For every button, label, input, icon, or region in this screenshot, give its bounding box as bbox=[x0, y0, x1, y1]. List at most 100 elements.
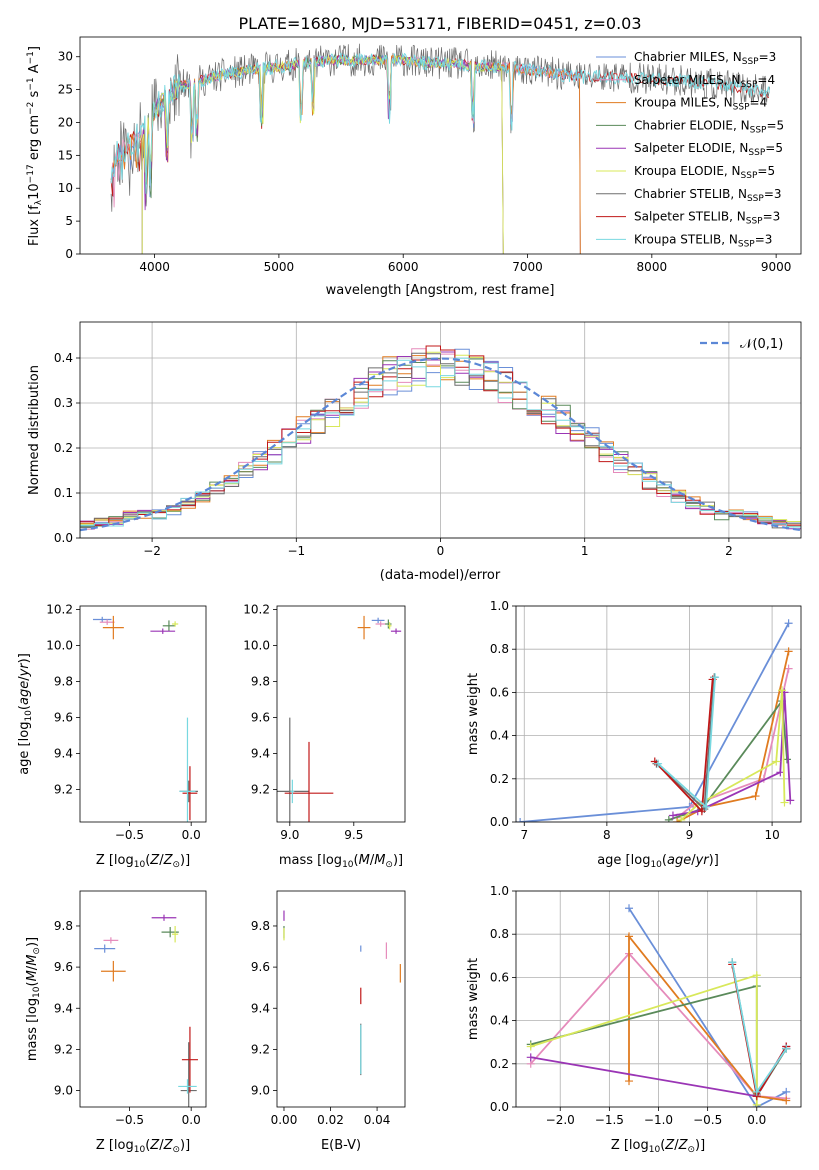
weight-marker bbox=[780, 798, 789, 807]
x-tick-label: 2 bbox=[725, 544, 733, 558]
x-axis-label: E(B-V) bbox=[321, 1138, 361, 1153]
x-tick-label: 0.0 bbox=[182, 828, 201, 842]
y-tick-label: 9.6 bbox=[251, 960, 270, 974]
weight-marker bbox=[786, 796, 795, 805]
x-tick-label: 0.00 bbox=[271, 1113, 298, 1127]
y-tick-label: 0.1 bbox=[54, 486, 73, 500]
weight-marker bbox=[702, 802, 710, 811]
weight-marker bbox=[664, 815, 673, 822]
axes-age_vs_mass: 9.0 9.5 9.2 9.4 9.6 9.8 10.0 10.2 bbox=[243, 603, 406, 842]
y-tick-label: 9.2 bbox=[54, 1042, 73, 1056]
plot-area bbox=[92, 615, 198, 822]
y-tick-label: 0.4 bbox=[54, 351, 73, 365]
weight-marker bbox=[625, 932, 634, 941]
weight-line bbox=[520, 622, 790, 822]
x-tick-label: 0.04 bbox=[364, 1113, 391, 1127]
weight-marker bbox=[625, 904, 634, 913]
x-tick-label: −0.5 bbox=[693, 1113, 722, 1127]
weight-marker bbox=[751, 792, 760, 801]
y-axis-label: mass weight bbox=[466, 958, 481, 1040]
x-tick-label: −1.5 bbox=[595, 1113, 624, 1127]
legend-label: Chabrier MILES, NSSP=3 bbox=[634, 50, 776, 67]
weight-marker bbox=[697, 807, 706, 816]
x-tick-label: 8000 bbox=[637, 260, 668, 274]
x-tick-label: 0.0 bbox=[747, 1113, 766, 1127]
y-tick-label: 1.0 bbox=[490, 884, 509, 898]
y-tick-label: 10 bbox=[58, 181, 73, 195]
x-tick-label: 9.5 bbox=[344, 828, 363, 842]
y-tick-label: 0.2 bbox=[54, 441, 73, 455]
y-tick-label: 0 bbox=[65, 247, 73, 261]
y-tick-label: 9.8 bbox=[251, 675, 270, 689]
x-tick-label: 9000 bbox=[761, 260, 792, 274]
legend-label: Kroupa MILES, NSSP=4 bbox=[634, 96, 767, 113]
weight-marker bbox=[784, 619, 793, 628]
y-tick-label: 25 bbox=[58, 83, 73, 97]
y-axis-label: age [log10(age/yr)] bbox=[17, 653, 34, 775]
y-tick-label: 9.6 bbox=[251, 711, 270, 725]
y-tick-label: 9.0 bbox=[251, 1084, 270, 1098]
y-tick-label: 1.0 bbox=[490, 599, 509, 613]
y-tick-label: 0.0 bbox=[54, 531, 73, 545]
y-tick-label: 0.8 bbox=[490, 642, 509, 656]
x-tick-label: 0.02 bbox=[317, 1113, 344, 1127]
axes-mass_vs_Z: −0.5 0.0 9.0 9.2 9.4 9.6 9.8 bbox=[54, 890, 207, 1127]
weight-marker bbox=[782, 1044, 791, 1053]
weight-line bbox=[654, 679, 714, 814]
axes-frame bbox=[276, 605, 406, 823]
y-tick-label: 9.4 bbox=[251, 747, 270, 761]
y-tick-label: 9.8 bbox=[251, 919, 270, 933]
x-tick-label: 5000 bbox=[264, 260, 295, 274]
y-tick-label: 0.0 bbox=[490, 815, 509, 829]
histogram-series bbox=[80, 352, 801, 538]
weight-marker bbox=[625, 1077, 634, 1086]
x-tick-label: −2.0 bbox=[546, 1113, 575, 1127]
y-tick-label: 0.2 bbox=[490, 1057, 509, 1071]
y-tick-label: 0.8 bbox=[490, 927, 509, 941]
histogram-series bbox=[80, 357, 801, 538]
y-tick-label: 9.4 bbox=[54, 747, 73, 761]
y-tick-label: 0.6 bbox=[490, 970, 509, 984]
x-tick-label: −1 bbox=[287, 544, 305, 558]
legend-label: Chabrier ELODIE, NSSP=5 bbox=[634, 118, 784, 135]
y-tick-label: 9.4 bbox=[54, 1001, 73, 1015]
x-axis-label: Z [log10(Z/Z⊙)] bbox=[96, 853, 190, 870]
legend-label: Salpeter ELODIE, NSSP=5 bbox=[634, 141, 783, 158]
weight-marker bbox=[752, 971, 761, 980]
legend-label: Salpeter MILES, NSSP=4 bbox=[634, 73, 775, 90]
normal-curve bbox=[80, 357, 801, 532]
weight-line bbox=[530, 952, 787, 1100]
x-tick-label: 1 bbox=[581, 544, 589, 558]
legend: Chabrier MILES, NSSP=3 Salpeter MILES, NS… bbox=[596, 50, 784, 249]
weight-marker bbox=[784, 664, 793, 673]
legend-label: Kroupa STELIB, NSSP=3 bbox=[634, 232, 772, 249]
weight-marker bbox=[677, 815, 686, 822]
weight-line bbox=[676, 651, 790, 822]
weight-marker bbox=[782, 1096, 791, 1105]
weight-marker bbox=[752, 1087, 761, 1096]
weight-marker bbox=[526, 1053, 535, 1062]
y-tick-label: 0.3 bbox=[54, 396, 73, 410]
spectrum-line bbox=[110, 43, 771, 212]
y-tick-label: 9.6 bbox=[54, 711, 73, 725]
axes-mass_weight_vs_age: 7 8 9 10 0.0 0.2 0.4 0.6 0.8 1.0 bbox=[490, 599, 802, 842]
legend-label: Salpeter STELIB, NSSP=3 bbox=[634, 210, 780, 227]
y-tick-label: 9.2 bbox=[54, 783, 73, 797]
x-tick-label: 9 bbox=[686, 828, 694, 842]
axes-frame bbox=[79, 890, 207, 1108]
y-tick-label: 10.2 bbox=[46, 603, 73, 617]
plot-area bbox=[94, 914, 198, 1107]
x-tick-label: 7 bbox=[520, 828, 528, 842]
plot-area bbox=[516, 619, 795, 822]
y-tick-label: 0.6 bbox=[490, 685, 509, 699]
axes-mass_weight_vs_Z: −2.0 −1.5 −1.0 −0.5 0.0 0.0 0.2 0.4 0.6 0.8 1.0 bbox=[490, 884, 802, 1127]
axes-frame bbox=[276, 890, 406, 1108]
plot-area bbox=[526, 904, 791, 1107]
y-tick-label: 9.2 bbox=[251, 783, 270, 797]
spectrum-line bbox=[110, 52, 770, 194]
weight-marker bbox=[526, 1042, 535, 1051]
plot-area bbox=[283, 910, 401, 1076]
y-tick-label: 15 bbox=[58, 148, 73, 162]
legend-label: Chabrier STELIB, NSSP=3 bbox=[634, 187, 782, 204]
y-tick-label: 0.0 bbox=[490, 1100, 509, 1114]
